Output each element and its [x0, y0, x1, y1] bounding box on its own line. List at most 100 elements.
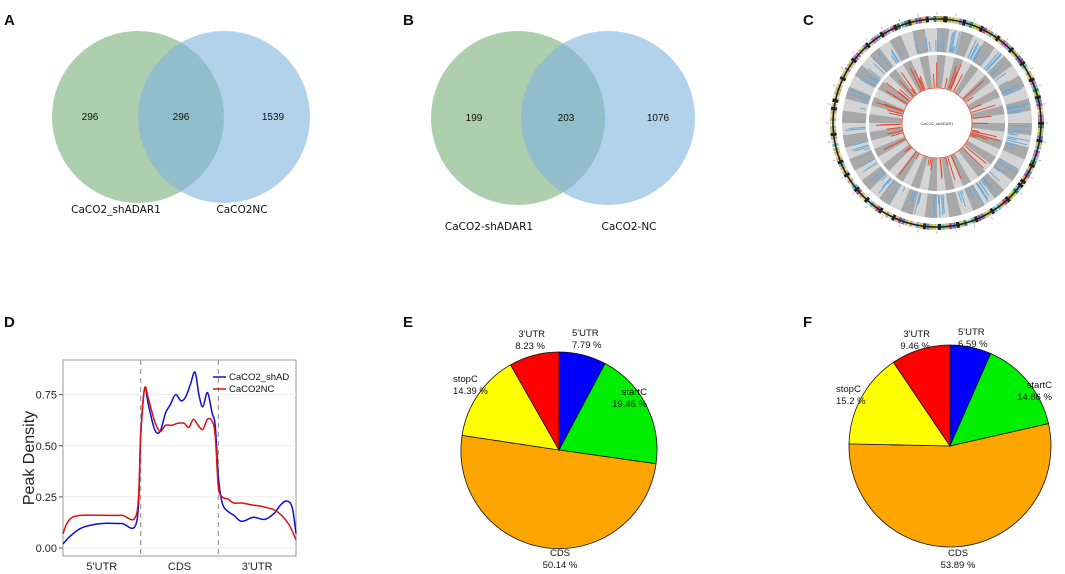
peak-bar [932, 73, 935, 88]
peak-bar [876, 102, 904, 112]
peak-bar [851, 144, 869, 151]
track-stripe [842, 132, 869, 148]
ideogram-tick [827, 141, 831, 143]
track-stripe [964, 140, 996, 165]
track-stripe [883, 144, 913, 172]
peak-bar [972, 129, 980, 133]
track-stripe [869, 127, 904, 141]
peak-bar [854, 145, 870, 152]
peak-bar [950, 155, 962, 179]
ideogram-tick [1006, 37, 1009, 41]
track-stripe [971, 123, 1005, 132]
ideogram-tick [840, 176, 844, 179]
peak-bar [904, 146, 911, 153]
venn-a-overlap-count: 296 [173, 112, 190, 123]
ideogram-tick [881, 216, 884, 220]
ideogram-tick [851, 51, 855, 54]
ideogram-tick [840, 67, 844, 70]
peak-bar [994, 165, 1006, 175]
pie-slice-startc [558, 362, 658, 465]
legend-label-NC: CaCO2NC [229, 384, 275, 395]
pie-slice-name-stopc: stopC [453, 374, 478, 385]
y-tick-label-0: 0.00 [36, 543, 57, 555]
peak-bar [951, 48, 954, 53]
line-plot-series [62, 371, 297, 545]
track-stripe [958, 147, 986, 177]
peak-bar [1007, 104, 1015, 108]
ideogram-tick [865, 37, 868, 41]
track-stripe [941, 156, 955, 191]
track-stripe [980, 173, 1005, 199]
peak-bar [881, 177, 891, 188]
track-stripe [954, 64, 979, 96]
panel-a-letter: A [4, 12, 15, 29]
track-stripe [849, 150, 876, 171]
peak-bar [965, 96, 974, 103]
ideogram-tick [1030, 67, 1034, 70]
peak-bar [941, 34, 944, 52]
track-stripe [878, 81, 910, 106]
peak-bar [991, 69, 999, 77]
peak-bar [927, 158, 930, 166]
peak-bar [892, 94, 907, 105]
panel-d: D 0.00 0.25 0.50 0.75 5'UTR CDS 3'UTR Peak De… [4, 314, 297, 573]
peak-bar [950, 30, 957, 53]
peak-bar [1006, 139, 1028, 146]
peak-bar [941, 194, 944, 216]
peak-bar [945, 157, 949, 166]
peak-bar [913, 36, 919, 54]
venn-b-overlap-count: 203 [558, 113, 575, 124]
peak-bar [972, 185, 985, 205]
peak-bar [953, 74, 963, 92]
track-stripe [972, 40, 995, 67]
peak-bar [888, 112, 902, 117]
y-tick-label-3: 0.75 [36, 390, 57, 402]
ideogram-tick [851, 192, 855, 195]
track-stripe [970, 105, 1005, 119]
peak-bar [1007, 136, 1030, 142]
peak-bar [885, 82, 910, 102]
peak-bar [924, 45, 926, 53]
peak-bar [971, 133, 988, 140]
circos-plot: CaCO2_shADAR1 CaCO2NC [823, 9, 1051, 237]
peak-bar [933, 194, 936, 218]
peak-bar [909, 190, 914, 202]
track-stripe [928, 157, 937, 191]
peak-bar [880, 174, 888, 182]
track-stripe [937, 55, 946, 89]
ideogram-tick [990, 216, 993, 220]
peak-bar [869, 169, 884, 182]
peak-bar [930, 158, 933, 171]
peak-bar [952, 45, 956, 53]
peak-bar [978, 181, 990, 196]
peak-bar [914, 69, 924, 90]
peak-bar [1007, 137, 1017, 141]
peak-bar [1008, 131, 1015, 134]
pie-slice-name-stopc: stopC [836, 384, 861, 395]
track-stripe [912, 28, 928, 55]
pie-slice-name-5utr: 5'UTR [572, 328, 599, 339]
ideogram-tick [827, 103, 831, 105]
venn-a-right-count: 1539 [262, 112, 285, 123]
peak-bar [857, 74, 876, 87]
peak-bar [970, 186, 976, 194]
peak-bar [887, 109, 903, 115]
peak-bar [999, 158, 1019, 170]
track-stripe [964, 184, 985, 211]
ideogram-tick [898, 18, 901, 22]
pie-slice-3utr [892, 344, 951, 448]
peak-bar [899, 89, 911, 100]
peak-bar [946, 194, 949, 206]
pie-slice-pct-5utr: 6.59 % [958, 339, 988, 350]
peak-bar [859, 78, 875, 88]
pie-slice-cds [848, 423, 1052, 548]
panel-d-letter: D [4, 314, 15, 331]
peak-bar [863, 162, 878, 173]
peak-bar [870, 77, 879, 83]
ideogram-tick [1043, 103, 1047, 105]
pie-slice-pct-3utr: 9.46 % [900, 341, 930, 352]
circos-red-peaks [875, 62, 1000, 181]
track-stripe [842, 110, 867, 123]
pie-slice-name-3utr: 3'UTR [903, 329, 930, 340]
